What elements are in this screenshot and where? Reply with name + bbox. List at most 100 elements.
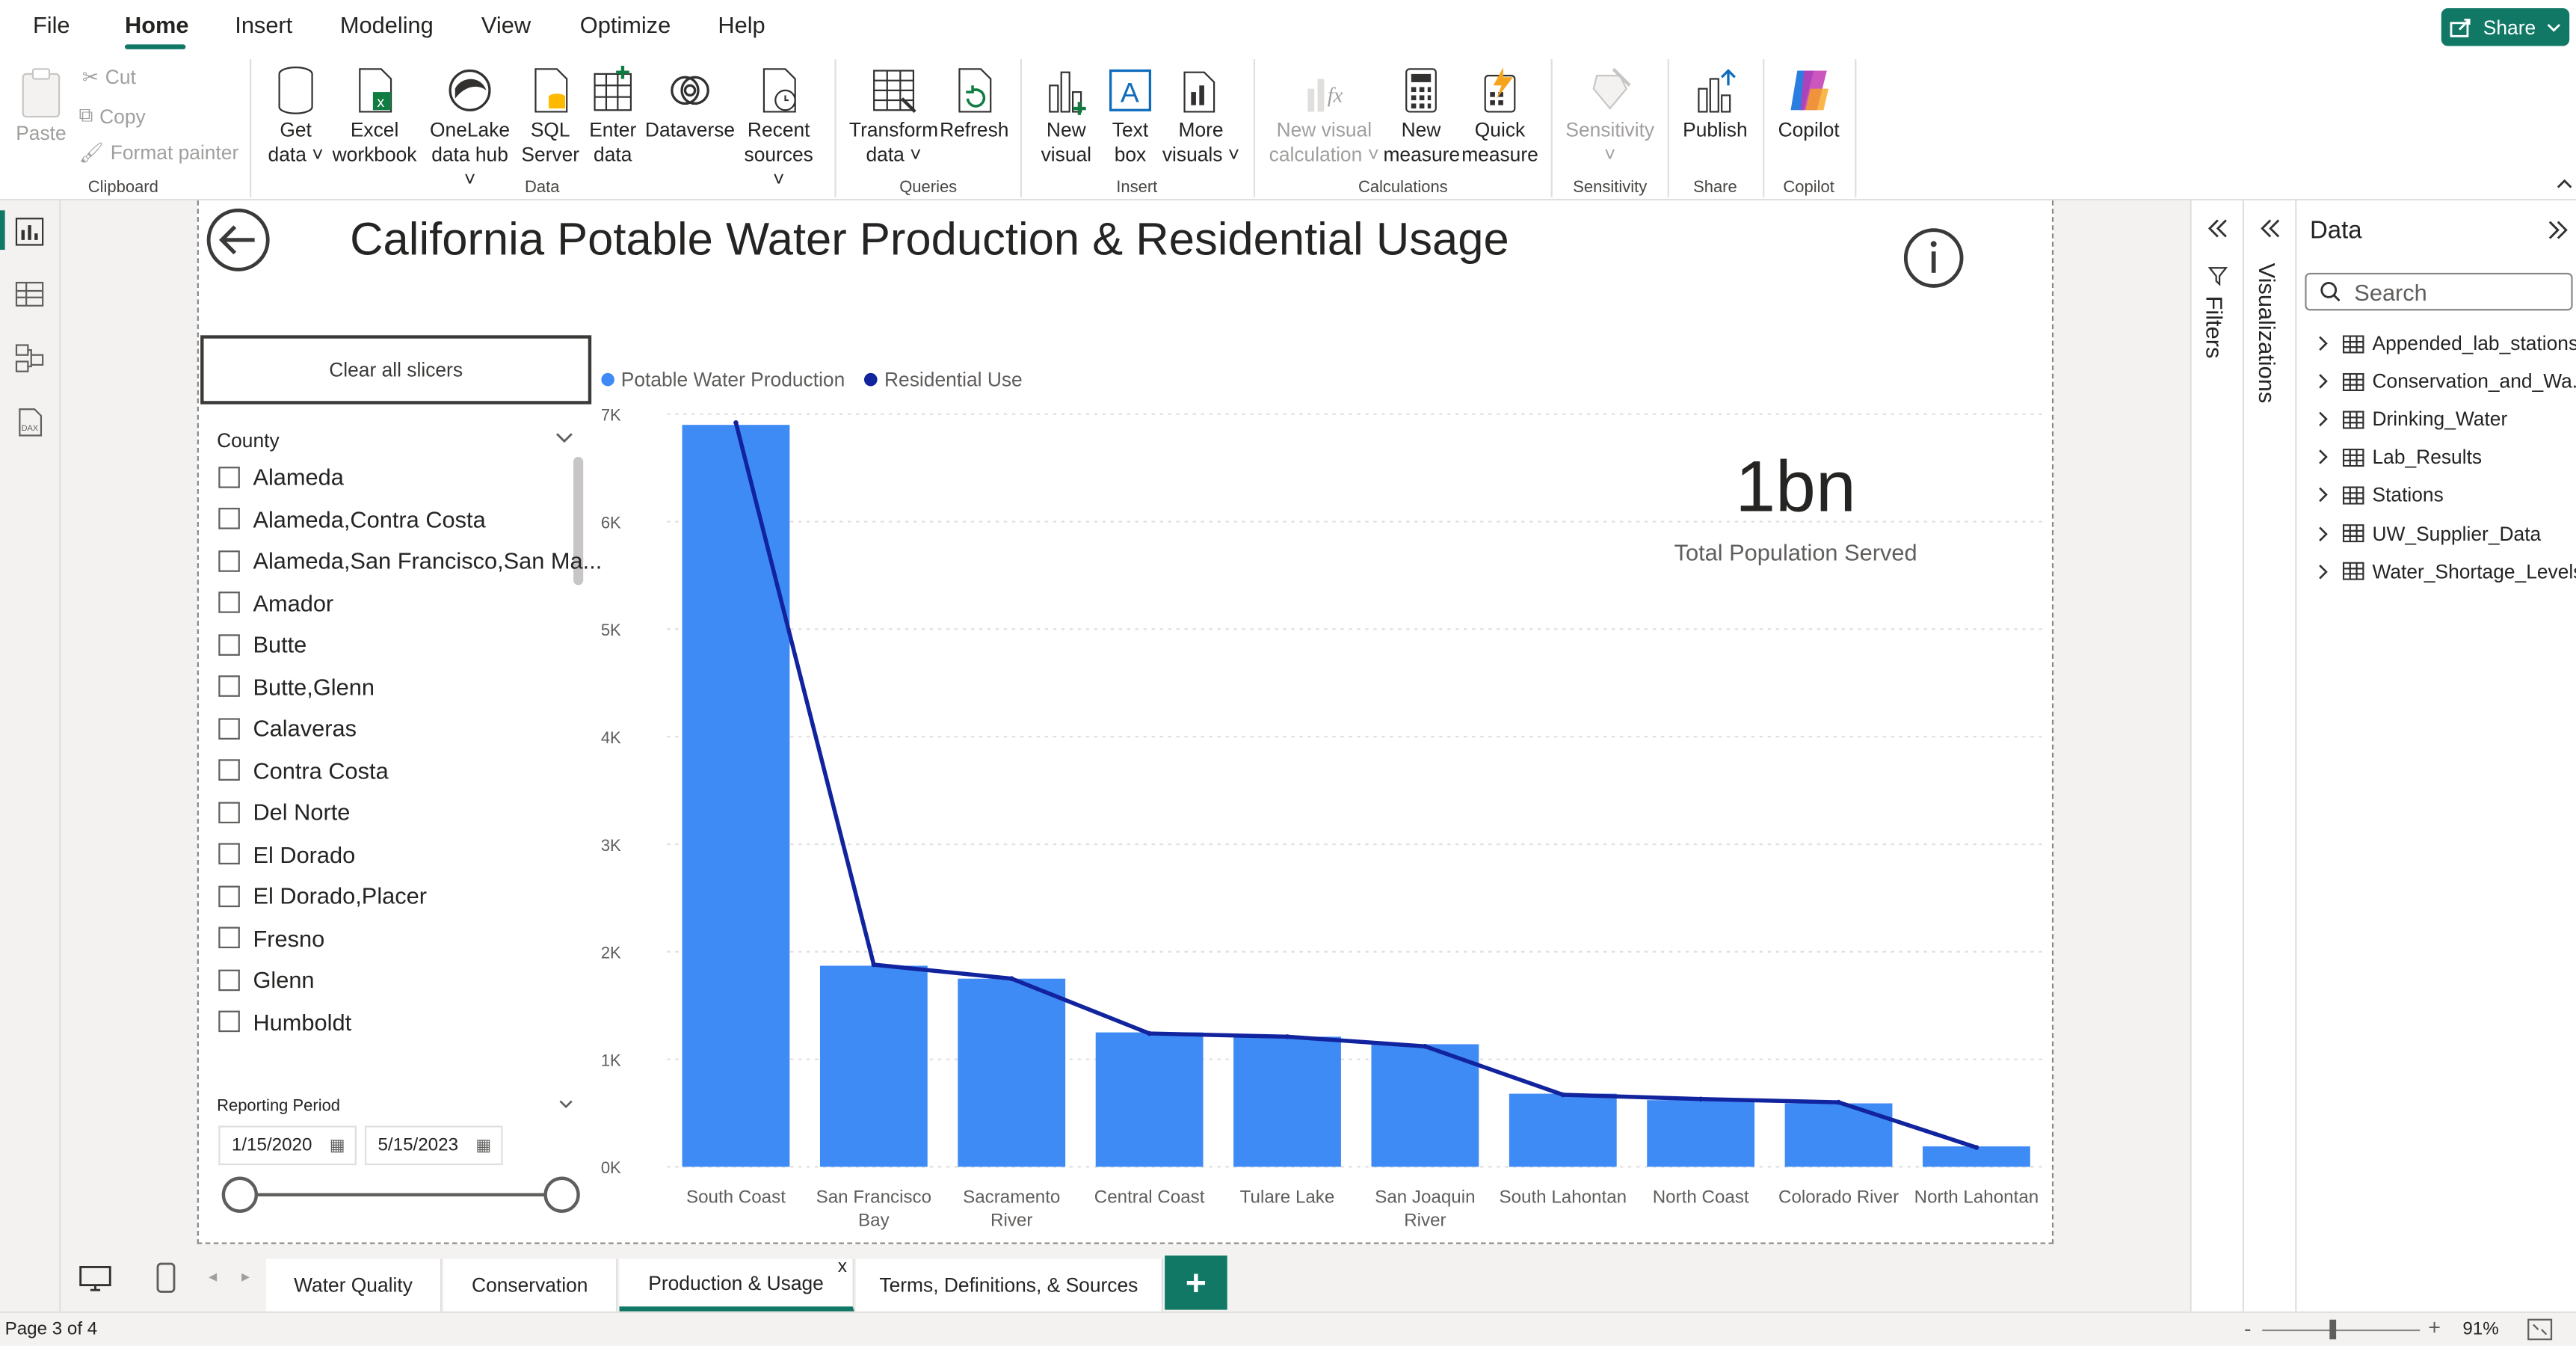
get-data-button[interactable]: Get data ˅ <box>263 66 329 168</box>
bar-potable-production[interactable] <box>958 978 1066 1167</box>
chevron-right-icon[interactable] <box>2317 449 2330 466</box>
end-date-input[interactable]: 5/15/2023 ▦ <box>364 1125 503 1166</box>
copilot-button[interactable]: Copilot <box>1772 66 1845 143</box>
county-option[interactable]: Alameda,Contra Costa <box>218 500 486 536</box>
bar-potable-production[interactable] <box>819 965 928 1167</box>
county-option[interactable]: Calaveras <box>218 710 357 746</box>
scroll-right-icon[interactable]: ▸ <box>241 1268 250 1287</box>
menu-tab-file[interactable]: File <box>32 11 70 38</box>
checkbox[interactable] <box>218 843 240 864</box>
model-view-icon[interactable] <box>13 342 46 375</box>
point-residential-use[interactable] <box>871 962 877 968</box>
menu-tab-insert[interactable]: Insert <box>235 11 293 38</box>
checkbox[interactable] <box>218 801 240 823</box>
quick-measure-button[interactable]: Quick measure <box>1459 66 1541 168</box>
onelake-data-hub-button[interactable]: OneLake data hub ˅ <box>424 66 516 192</box>
bar-potable-production[interactable] <box>1371 1044 1479 1167</box>
start-date-input[interactable]: 1/15/2020 ▦ <box>218 1125 357 1166</box>
publish-button[interactable]: Publish <box>1679 66 1751 143</box>
back-arrow-icon[interactable] <box>206 207 271 273</box>
desktop-layout-icon[interactable] <box>77 1264 113 1294</box>
collapse-chevrons-icon[interactable] <box>2548 220 2570 239</box>
mobile-layout-icon[interactable] <box>155 1262 178 1295</box>
data-table-item[interactable]: Water_Shortage_Levels <box>2317 556 2576 586</box>
report-view-icon[interactable] <box>13 215 46 248</box>
checkbox[interactable] <box>218 717 240 739</box>
fit-to-page-icon[interactable] <box>2527 1318 2553 1342</box>
chevron-right-icon[interactable] <box>2317 563 2330 580</box>
county-option[interactable]: El Dorado,Placer <box>218 878 427 914</box>
zoom-slider-thumb[interactable] <box>2329 1319 2337 1340</box>
slicer-scrollbar[interactable] <box>573 456 584 586</box>
county-option[interactable]: Fresno <box>218 920 324 956</box>
point-residential-use[interactable] <box>1836 1099 1841 1105</box>
data-table-item[interactable]: Drinking_Water <box>2317 405 2507 434</box>
county-option[interactable]: Butte,Glenn <box>218 668 375 704</box>
page-tab-production-usage[interactable]: Production & Usage <box>619 1259 854 1312</box>
page-tab-terms[interactable]: Terms, Definitions, & Sources <box>856 1259 1163 1312</box>
data-search-input[interactable]: Search <box>2305 272 2573 311</box>
slider-end-handle[interactable] <box>543 1176 580 1213</box>
checkbox[interactable] <box>218 508 240 529</box>
county-option[interactable]: Alameda,San Francisco,San Ma... <box>218 542 602 578</box>
data-table-item[interactable]: Lab_Results <box>2317 443 2482 473</box>
chevron-right-icon[interactable] <box>2317 411 2330 428</box>
point-residential-use[interactable] <box>1698 1096 1704 1102</box>
bar-potable-production[interactable] <box>1095 1032 1204 1167</box>
add-page-button[interactable]: + <box>1165 1256 1227 1310</box>
data-table-item[interactable]: Appended_lab_stations <box>2317 329 2576 359</box>
chevron-right-icon[interactable] <box>2317 487 2330 503</box>
legend-item-residential[interactable]: Residential Use <box>864 368 1023 391</box>
menu-tab-home[interactable]: Home <box>125 11 189 38</box>
county-option[interactable]: Alameda <box>218 458 344 494</box>
bar-potable-production[interactable] <box>1647 1100 1755 1167</box>
format-painter-button[interactable]: 🖌 Format painter <box>78 141 238 165</box>
dataverse-button[interactable]: Dataverse <box>644 66 736 143</box>
page-tab-water-quality[interactable]: Water Quality <box>266 1259 443 1312</box>
transform-data-button[interactable]: Transform data ˅ <box>848 66 940 168</box>
slider-start-handle[interactable] <box>221 1176 259 1213</box>
chevron-right-icon[interactable] <box>2317 373 2330 390</box>
text-box-button[interactable]: A Text box <box>1099 66 1162 168</box>
point-residential-use[interactable] <box>733 420 739 425</box>
filters-pane-collapsed[interactable]: Filters <box>2190 200 2243 1312</box>
menu-tab-help[interactable]: Help <box>718 11 765 38</box>
checkbox[interactable] <box>218 926 240 949</box>
menu-tab-optimize[interactable]: Optimize <box>579 11 671 38</box>
bar-potable-production[interactable] <box>1233 1036 1341 1167</box>
chevron-right-icon[interactable] <box>2317 525 2330 541</box>
recent-sources-button[interactable]: Recent sources ˅ <box>736 66 822 192</box>
share-button[interactable]: Share <box>2441 7 2570 46</box>
enter-data-button[interactable]: Enter data <box>585 65 641 168</box>
county-option[interactable]: Del Norte <box>218 793 350 829</box>
more-visuals-button[interactable]: More visuals ˅ <box>1162 66 1240 168</box>
bar-potable-production[interactable] <box>682 425 790 1167</box>
paste-button[interactable]: Paste <box>13 66 70 147</box>
checkbox[interactable] <box>218 675 240 697</box>
chevron-down-icon[interactable] <box>558 1099 573 1109</box>
point-residential-use[interactable] <box>1560 1092 1566 1098</box>
new-visual-calculation-button[interactable]: fx New visual calculation ˅ <box>1265 66 1383 168</box>
checkbox[interactable] <box>218 591 240 613</box>
data-table-item[interactable]: Stations <box>2317 481 2444 511</box>
point-residential-use[interactable] <box>1423 1044 1428 1049</box>
checkbox[interactable] <box>218 968 240 991</box>
checkbox[interactable] <box>218 550 240 571</box>
visualizations-pane-collapsed[interactable]: Visualizations <box>2242 200 2296 1312</box>
county-option[interactable]: Contra Costa <box>218 752 389 787</box>
new-measure-button[interactable]: New measure <box>1383 66 1460 168</box>
county-option[interactable]: El Dorado <box>218 836 355 872</box>
sql-server-button[interactable]: SQL Server <box>519 66 582 168</box>
expand-chevrons-icon[interactable] <box>2259 218 2281 238</box>
copy-button[interactable]: ⧉ Copy <box>78 103 145 128</box>
chevron-right-icon[interactable] <box>2317 335 2330 351</box>
checkbox[interactable] <box>218 466 240 488</box>
excel-workbook-button[interactable]: x Excel workbook <box>329 66 421 168</box>
county-option[interactable]: Amador <box>218 584 333 620</box>
point-residential-use[interactable] <box>1147 1030 1152 1036</box>
scroll-left-icon[interactable]: ◂ <box>209 1268 218 1287</box>
checkbox[interactable] <box>218 1010 240 1033</box>
data-table-item[interactable]: UW_Supplier_Data <box>2317 518 2541 548</box>
zoom-slider-track[interactable] <box>2262 1329 2421 1332</box>
county-option[interactable]: Glenn <box>218 962 315 998</box>
